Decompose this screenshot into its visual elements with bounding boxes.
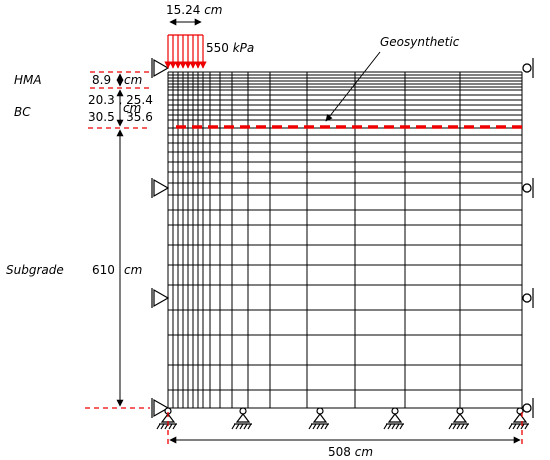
- hatch: [308, 423, 313, 430]
- pin-support: [153, 58, 170, 78]
- hatch: [231, 423, 236, 430]
- hatch: [391, 423, 396, 430]
- hatch: [512, 423, 517, 430]
- hatch: [524, 423, 529, 430]
- roller-support: [522, 183, 532, 193]
- hatch: [235, 423, 240, 430]
- mesh: [167, 71, 523, 409]
- width-label: 508 cm: [328, 445, 373, 459]
- hma-unit: cm: [124, 73, 142, 87]
- hatch: [399, 423, 404, 430]
- hatch: [160, 423, 165, 430]
- roller-support: [522, 293, 532, 303]
- supports: [151, 58, 534, 430]
- geosynthetic-pointer: [325, 51, 381, 122]
- pin-support: [153, 178, 170, 198]
- hma-thickness: 8.9: [92, 73, 111, 87]
- subgrade-thickness: 610: [92, 263, 115, 277]
- bc-thickness-a: 20.3 , 25.4: [88, 93, 153, 107]
- bc-thickness-b: 30.5 , 35.6: [88, 110, 153, 124]
- hatch: [448, 423, 453, 430]
- roller-support: [522, 403, 532, 413]
- hatch: [387, 423, 392, 430]
- pin-support: [153, 288, 170, 308]
- hatch: [324, 423, 329, 430]
- pin-support: [153, 398, 170, 418]
- hatch: [239, 423, 244, 430]
- load-width-label: 15.24 cm: [166, 3, 222, 17]
- hatch: [456, 423, 461, 430]
- hatch: [156, 423, 161, 430]
- bottom-support: [387, 413, 403, 423]
- hatch: [516, 423, 521, 430]
- geosynthetic-label: Geosynthetic: [380, 35, 460, 49]
- bottom-support: [312, 413, 328, 423]
- hatch: [508, 423, 513, 430]
- subgrade-label: Subgrade: [6, 263, 64, 277]
- hatch: [243, 423, 248, 430]
- roller-support: [522, 63, 532, 73]
- hatch: [320, 423, 325, 430]
- bottom-support: [235, 413, 251, 423]
- hatch: [312, 423, 317, 430]
- depth-dimensions: [116, 73, 521, 444]
- hatch: [464, 423, 469, 430]
- hatch: [452, 423, 457, 430]
- subgrade-unit: cm: [124, 263, 142, 277]
- hatch: [247, 423, 252, 430]
- bottom-support: [452, 413, 468, 423]
- hatch: [395, 423, 400, 430]
- hatch: [383, 423, 388, 430]
- bc-unit: cm: [123, 101, 141, 115]
- hatch: [460, 423, 465, 430]
- reference-lines: [85, 71, 523, 446]
- bottom-support: [512, 413, 528, 423]
- hatch: [316, 423, 321, 430]
- bc-label: BC: [14, 105, 31, 119]
- hma-label: HMA: [14, 73, 42, 87]
- load-pressure-label: 550 kPa: [206, 41, 254, 55]
- hatch: [168, 423, 173, 430]
- hatch: [172, 423, 177, 430]
- hatch: [520, 423, 525, 430]
- load-arrows: [164, 34, 207, 69]
